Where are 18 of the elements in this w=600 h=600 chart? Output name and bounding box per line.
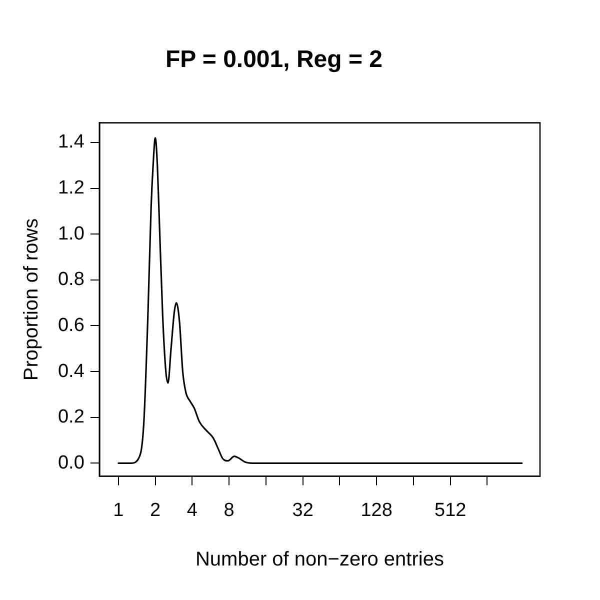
x-axis-title: Number of non−zero entries [195, 548, 444, 571]
x-tick-label: 128 [360, 500, 392, 521]
y-tick-label: 1.0 [58, 223, 84, 244]
x-tick-label: 8 [224, 500, 234, 521]
y-axis-title: Proportion of rows [20, 218, 43, 381]
y-tick-label: 0.2 [58, 406, 84, 428]
y-tick-label: 0.6 [58, 314, 84, 336]
x-tick-label: 2 [150, 500, 161, 521]
y-tick-label: 0.4 [58, 360, 85, 382]
chart-title: FP = 0.001, Reg = 2 [165, 46, 383, 74]
y-tick-label: 0.8 [58, 269, 84, 290]
x-tick-label: 1 [113, 500, 124, 521]
y-tick-label: 0.0 [58, 452, 84, 474]
y-tick-label: 1.4 [58, 132, 85, 153]
x-tick-label: 4 [186, 500, 198, 521]
y-tick-label: 1.2 [58, 178, 84, 199]
x-tick-label: 32 [292, 500, 314, 521]
x-tick-label: 512 [434, 500, 466, 521]
